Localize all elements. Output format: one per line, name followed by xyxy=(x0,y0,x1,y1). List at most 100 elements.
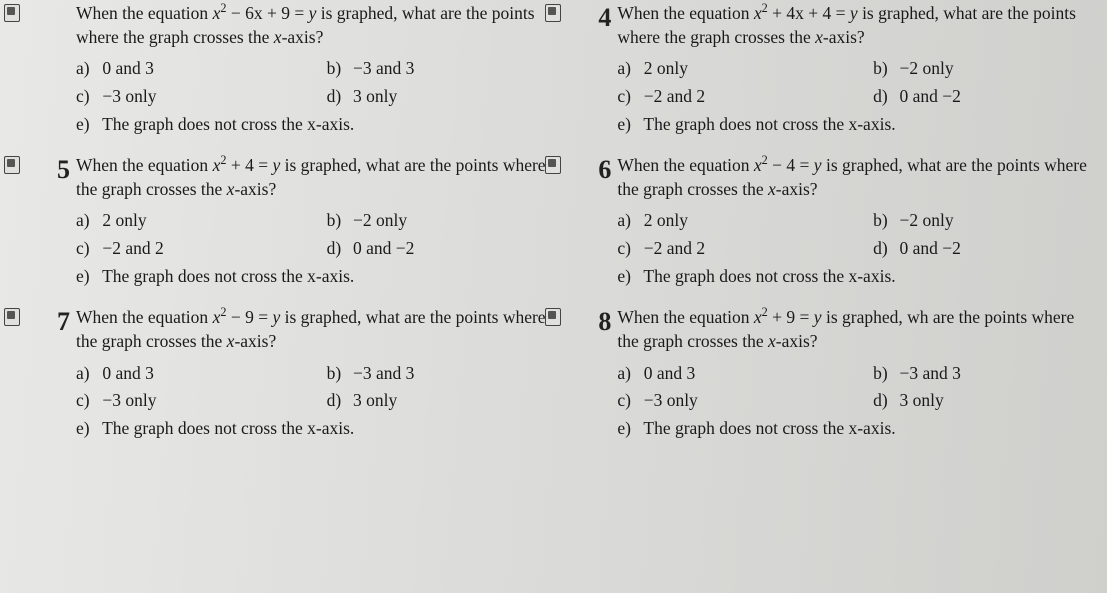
choice-text: −2 only xyxy=(353,210,407,230)
choice-b: b) −2 only xyxy=(873,57,1099,81)
choice-list: a) 0 and 3b) −3 and 3c) −3 onlyd) 3 only… xyxy=(76,57,547,136)
choice-label: d) xyxy=(873,237,895,261)
choice-text: −3 and 3 xyxy=(900,363,961,383)
choice-b: b) −2 only xyxy=(327,209,548,233)
choice-label: d) xyxy=(327,389,349,413)
choice-label: d) xyxy=(873,389,895,413)
choice-text: 3 only xyxy=(900,390,944,410)
choice-text: 3 only xyxy=(353,86,397,106)
choice-label: e) xyxy=(617,417,639,441)
choice-b: b) −2 only xyxy=(873,209,1099,233)
choice-text: −3 only xyxy=(102,390,156,410)
question-stem: When the equation x2 − 4 = y is graphed,… xyxy=(617,154,1099,201)
choice-list: a) 2 only b) −2 only c) −2 and 2 d) 0 and −… xyxy=(76,209,547,288)
choice-text: −2 and 2 xyxy=(102,238,163,258)
choice-label: c) xyxy=(617,85,639,109)
bookmark-icon xyxy=(545,308,561,326)
choice-text: −2 only xyxy=(900,58,954,78)
choice-label: e) xyxy=(617,265,639,289)
stem-pre: When the equation xyxy=(76,155,213,175)
question-stem: When the equation x2 + 4x + 4 = y is gra… xyxy=(617,2,1099,49)
choice-label: b) xyxy=(327,57,349,81)
choice-list: a) 0 and 3b) −3 and 3c) −3 onlyd) 3 only… xyxy=(617,362,1099,441)
choice-label: e) xyxy=(76,417,98,441)
question: 5When the equation x2 + 4 = y is graphed… xyxy=(30,154,547,288)
bookmark-icon xyxy=(4,156,20,174)
equation: x2 − 9 = y xyxy=(213,307,281,327)
choice-b: b) −3 and 3 xyxy=(327,57,548,81)
choice-text: 0 and −2 xyxy=(353,238,414,258)
right-column: 4When the equation x2 + 4x + 4 = y is gr… xyxy=(571,0,1099,593)
choice-c: c) −3 only xyxy=(76,389,297,413)
equation: x2 + 4x + 4 = y xyxy=(754,3,858,23)
choice-label: b) xyxy=(873,209,895,233)
equation: x2 − 4 = y xyxy=(754,155,822,175)
question: 8When the equation x2 + 9 = y is graphed… xyxy=(571,306,1099,440)
choice-text: The graph does not cross the x-axis. xyxy=(102,114,354,134)
choice-label: d) xyxy=(327,237,349,261)
choice-text: −3 and 3 xyxy=(353,363,414,383)
choice-text: 3 only xyxy=(353,390,397,410)
choice-label: d) xyxy=(327,85,349,109)
choice-text: −3 only xyxy=(644,390,698,410)
handwritten-number: 5 xyxy=(30,152,70,187)
choice-c: c) −2 and 2 xyxy=(617,85,843,109)
choice-text: The graph does not cross the x-axis. xyxy=(102,418,354,438)
choice-a: a) 2 only xyxy=(617,57,843,81)
bookmark-icon xyxy=(4,308,20,326)
choice-label: e) xyxy=(617,113,639,137)
choice-e: e) The graph does not cross the x-axis. xyxy=(76,113,547,137)
choice-text: 0 and −2 xyxy=(900,86,961,106)
choice-text: 0 and −2 xyxy=(900,238,961,258)
choice-e: e) The graph does not cross the x-axis. xyxy=(617,113,1099,137)
stem-pre: When the equation xyxy=(617,155,754,175)
choice-e: e) The graph does not cross the x-axis. xyxy=(617,265,1099,289)
choice-label: b) xyxy=(873,362,895,386)
bookmark-icon xyxy=(545,4,561,22)
choice-label: e) xyxy=(76,113,98,137)
equation: x2 − 6x + 9 = y xyxy=(213,3,317,23)
choice-d: d) 3 only xyxy=(873,389,1099,413)
choice-d: d) 0 and −2 xyxy=(873,85,1099,109)
choice-label: c) xyxy=(617,389,639,413)
choice-e: e) The graph does not cross the x-axis. xyxy=(617,417,1099,441)
left-column: When the equation x2 − 6x + 9 = y is gra… xyxy=(30,0,547,593)
choice-c: c) −3 only xyxy=(76,85,297,109)
handwritten-number: 6 xyxy=(571,152,611,187)
choice-text: −3 only xyxy=(102,86,156,106)
choice-label: a) xyxy=(76,209,98,233)
choice-label: c) xyxy=(76,85,98,109)
choice-text: 2 only xyxy=(644,58,688,78)
choice-label: b) xyxy=(327,362,349,386)
handwritten-number: 7 xyxy=(30,304,70,339)
choice-text: The graph does not cross the x-axis. xyxy=(643,418,895,438)
choice-d: d) 3 only xyxy=(327,85,548,109)
choice-text: −2 and 2 xyxy=(644,238,705,258)
choice-label: d) xyxy=(873,85,895,109)
choice-text: −2 and 2 xyxy=(644,86,705,106)
bookmark-icon xyxy=(545,156,561,174)
choice-list: a) 0 and 3 b) −3 and 3 c) −3 only d) 3 only… xyxy=(76,362,547,441)
choice-d: d) 0 and −2 xyxy=(327,237,548,261)
stem-pre: When the equation xyxy=(617,307,754,327)
choice-text: 0 and 3 xyxy=(644,363,696,383)
choice-text: 0 and 3 xyxy=(102,363,154,383)
choice-d: d) 3 only xyxy=(327,389,548,413)
stem-pre: When the equation xyxy=(76,307,213,327)
choice-label: c) xyxy=(617,237,639,261)
choice-label: a) xyxy=(76,57,98,81)
question-stem: When the equation x2 − 6x + 9 = y is gra… xyxy=(76,2,547,49)
choice-c: c) −2 and 2 xyxy=(76,237,297,261)
choice-text: −2 only xyxy=(900,210,954,230)
choice-label: a) xyxy=(76,362,98,386)
handwritten-number: 4 xyxy=(571,0,611,35)
question: 7When the equation x2 − 9 = y is graphed… xyxy=(30,306,547,440)
choice-text: 2 only xyxy=(644,210,688,230)
question-stem: When the equation x2 − 9 = y is graphed,… xyxy=(76,306,547,353)
choice-text: The graph does not cross the x-axis. xyxy=(643,114,895,134)
choice-label: e) xyxy=(76,265,98,289)
choice-text: 2 only xyxy=(102,210,146,230)
choice-label: b) xyxy=(327,209,349,233)
equation: x2 + 4 = y xyxy=(213,155,281,175)
choice-text: The graph does not cross the x-axis. xyxy=(102,266,354,286)
